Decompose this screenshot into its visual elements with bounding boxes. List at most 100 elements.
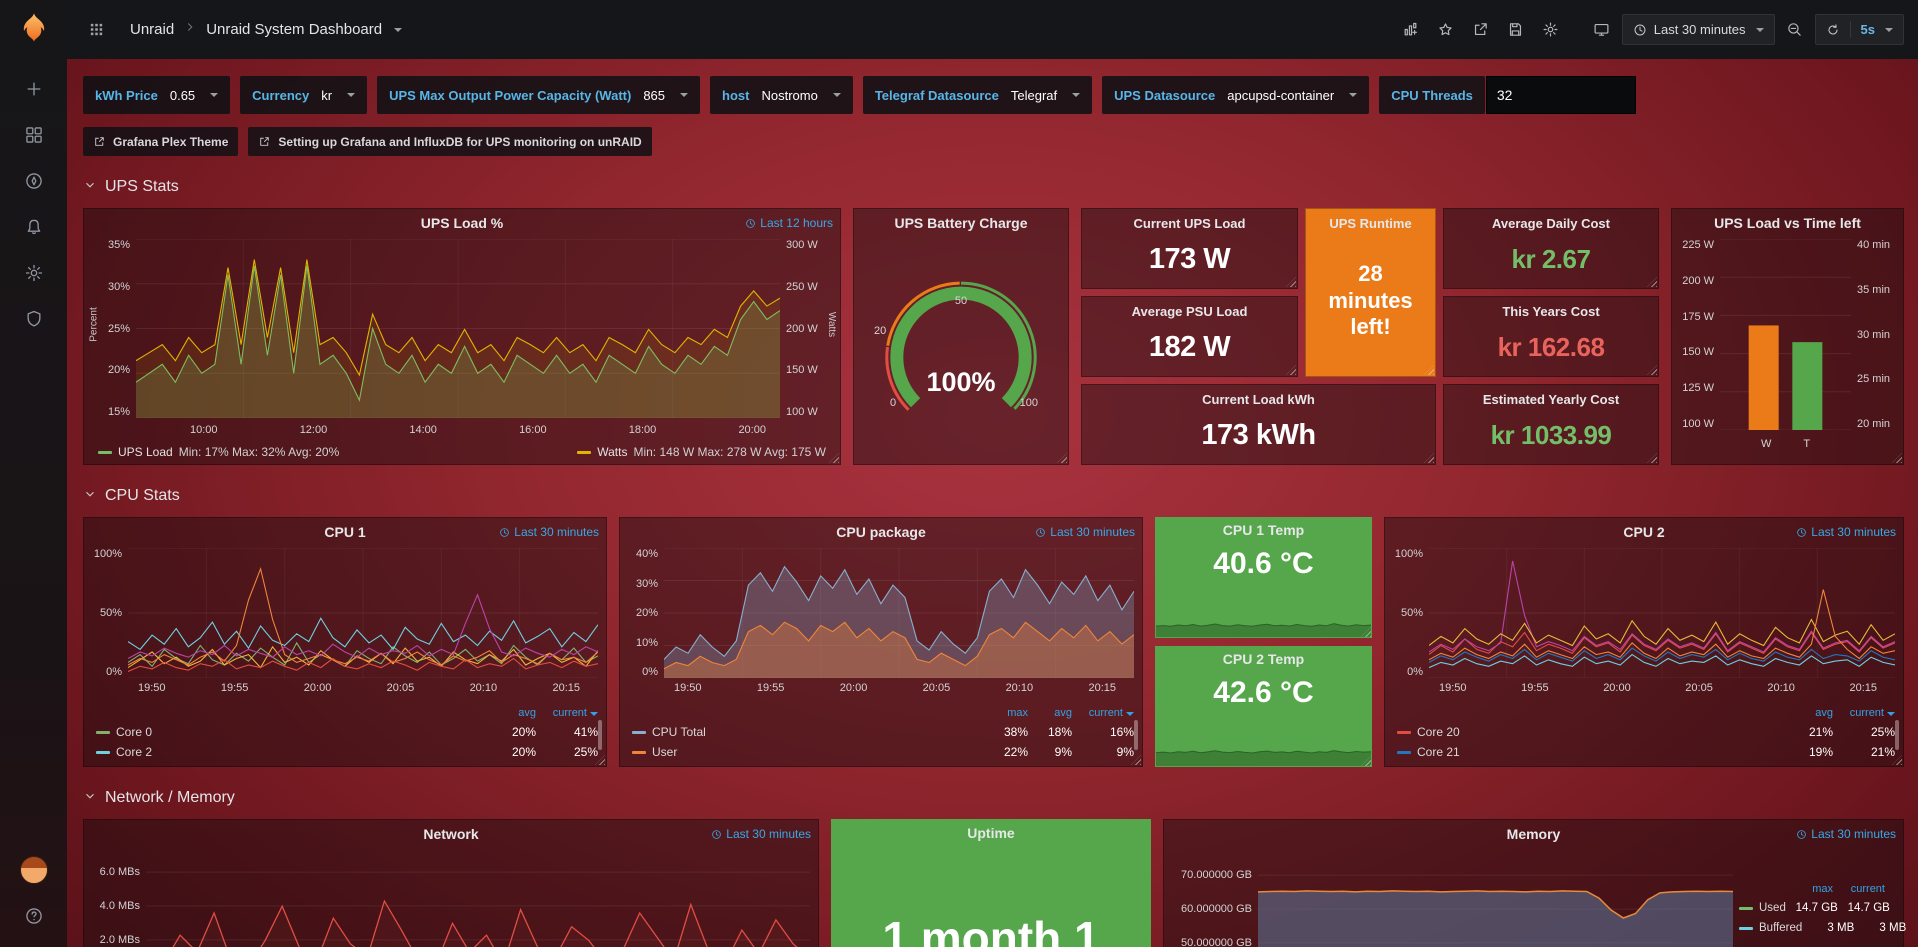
panel-resize-handle[interactable] — [595, 755, 605, 765]
legend-sort-current[interactable]: current — [1833, 707, 1895, 719]
breadcrumb-app[interactable]: Unraid — [130, 21, 175, 38]
legend-scrollbar[interactable] — [598, 720, 602, 750]
settings-gear-icon[interactable] — [1536, 15, 1566, 45]
panel-resize-handle[interactable] — [1647, 453, 1657, 463]
panel-resize-handle[interactable] — [1286, 365, 1296, 375]
share-icon[interactable] — [1466, 15, 1496, 45]
panel-resize-handle[interactable] — [1286, 277, 1296, 287]
series-name[interactable]: UPS Load — [118, 445, 173, 459]
panel-title[interactable]: Estimated Yearly Cost — [1482, 391, 1620, 407]
configuration-gear-icon[interactable] — [0, 250, 67, 296]
legend-scrollbar[interactable] — [1134, 720, 1138, 750]
series-name[interactable]: Core 2 — [96, 745, 484, 759]
server-admin-shield-icon[interactable] — [0, 296, 67, 342]
var-value[interactable]: apcupsd-container — [1227, 87, 1335, 103]
panel-title[interactable]: Current UPS Load — [1133, 215, 1246, 231]
panel-title[interactable]: UPS Load % — [420, 215, 504, 231]
legend-sort-max[interactable]: max — [1007, 707, 1028, 719]
breadcrumb-dashboard-title[interactable]: Unraid System Dashboard — [206, 21, 383, 38]
panel-title[interactable]: Memory — [1506, 826, 1561, 842]
var-value[interactable]: kr — [321, 87, 333, 103]
ups-load-chart[interactable] — [135, 238, 781, 419]
series-name[interactable]: Watts — [597, 445, 628, 459]
panel-title[interactable]: This Years Cost — [1502, 303, 1600, 319]
series-name[interactable]: Core 0 — [96, 725, 484, 739]
series-name[interactable]: User — [632, 745, 978, 759]
panel-resize-handle[interactable] — [1424, 365, 1434, 375]
save-icon[interactable] — [1501, 15, 1531, 45]
legend-sort-current[interactable]: current — [536, 707, 598, 719]
legend-sort-current[interactable]: current — [1850, 883, 1885, 895]
panel-resize-handle[interactable] — [1892, 755, 1902, 765]
var-currency[interactable]: Currency kr — [240, 76, 368, 114]
panel-title[interactable]: Current Load kWh — [1202, 391, 1315, 407]
cpu2-chart[interactable] — [1428, 547, 1896, 679]
panel-title[interactable]: CPU 1 Temp — [1222, 522, 1305, 538]
cpu-package-chart[interactable] — [663, 547, 1135, 679]
var-value[interactable]: 0.65 — [169, 87, 196, 103]
var-ups-datasource[interactable]: UPS Datasource apcupsd-container — [1102, 76, 1370, 114]
panel-title[interactable]: CPU package — [836, 524, 926, 540]
add-panel-icon[interactable] — [1396, 15, 1426, 45]
cpu-threads-input[interactable] — [1485, 76, 1636, 114]
var-host[interactable]: host Nostromo — [710, 76, 853, 114]
panel-resize-handle[interactable] — [1361, 627, 1371, 637]
memory-chart[interactable] — [1257, 850, 1734, 947]
legend-sort-avg[interactable]: avg — [518, 707, 536, 719]
panel-title[interactable]: CPU 2 — [1623, 524, 1665, 540]
alerting-icon[interactable] — [0, 204, 67, 250]
panel-resize-handle[interactable] — [1057, 453, 1067, 463]
panel-title[interactable]: CPU 1 — [324, 524, 366, 540]
panel-resize-handle[interactable] — [1361, 756, 1371, 766]
grafana-logo-icon[interactable] — [14, 10, 54, 50]
chevron-down-icon[interactable] — [394, 27, 403, 32]
time-range-picker[interactable]: Last 30 minutes — [1621, 14, 1775, 45]
refresh-picker[interactable]: 5s — [1814, 14, 1904, 45]
user-avatar[interactable] — [0, 847, 67, 893]
panel-title[interactable]: UPS Load vs Time left — [1714, 215, 1861, 231]
dashboard-picker-icon[interactable] — [81, 15, 111, 45]
panel-title[interactable]: CPU 2 Temp — [1222, 651, 1305, 667]
series-name[interactable]: Buffered — [1739, 922, 1802, 934]
network-chart[interactable] — [146, 850, 810, 947]
panel-resize-handle[interactable] — [1424, 453, 1434, 463]
var-kwh-price[interactable]: kWh Price 0.65 — [83, 76, 231, 114]
panel-resize-handle[interactable] — [1647, 277, 1657, 287]
legend-sort-max[interactable]: max — [1812, 883, 1833, 895]
legend-sort-avg[interactable]: avg — [1815, 707, 1833, 719]
var-value[interactable]: 865 — [643, 87, 666, 103]
help-icon[interactable] — [0, 893, 67, 939]
var-value[interactable]: Nostromo — [761, 87, 818, 103]
star-icon[interactable] — [1431, 15, 1461, 45]
create-icon[interactable] — [0, 66, 67, 112]
var-ups-max-output[interactable]: UPS Max Output Power Capacity (Watt) 865 — [377, 76, 701, 114]
link-ups-monitoring-guide[interactable]: Setting up Grafana and InfluxDB for UPS … — [248, 127, 652, 156]
panel-title[interactable]: UPS Runtime — [1329, 215, 1412, 231]
series-name[interactable]: Core 20 — [1397, 725, 1781, 739]
link-grafana-plex-theme[interactable]: Grafana Plex Theme — [83, 127, 239, 156]
cycle-view-monitor-icon[interactable] — [1587, 15, 1617, 45]
ups-bar-chart[interactable] — [1720, 238, 1851, 431]
section-cpu-stats[interactable]: CPU Stats — [83, 483, 1904, 509]
panel-title[interactable]: Average PSU Load — [1131, 303, 1248, 319]
series-name[interactable]: CPU Total — [632, 725, 978, 739]
explore-icon[interactable] — [0, 158, 67, 204]
panel-resize-handle[interactable] — [1131, 755, 1141, 765]
refresh-interval-label[interactable]: 5s — [1860, 22, 1875, 37]
dashboards-icon[interactable] — [0, 112, 67, 158]
section-network-memory[interactable]: Network / Memory — [83, 785, 1904, 811]
legend-sort-current[interactable]: current — [1072, 707, 1134, 719]
zoom-out-icon[interactable] — [1780, 15, 1810, 45]
var-value[interactable]: Telegraf — [1010, 87, 1058, 103]
series-name[interactable]: Used — [1739, 902, 1786, 914]
panel-resize-handle[interactable] — [829, 453, 839, 463]
panel-resize-handle[interactable] — [1647, 365, 1657, 375]
legend-sort-avg[interactable]: avg — [1054, 707, 1072, 719]
panel-resize-handle[interactable] — [1892, 453, 1902, 463]
legend-scrollbar[interactable] — [1895, 720, 1899, 750]
panel-title[interactable]: Network — [423, 826, 479, 842]
panel-title[interactable]: UPS Battery Charge — [894, 215, 1028, 231]
cpu1-chart[interactable] — [127, 547, 599, 679]
section-ups-stats[interactable]: UPS Stats — [83, 174, 1904, 200]
var-telegraf-datasource[interactable]: Telegraf Datasource Telegraf — [862, 76, 1093, 114]
